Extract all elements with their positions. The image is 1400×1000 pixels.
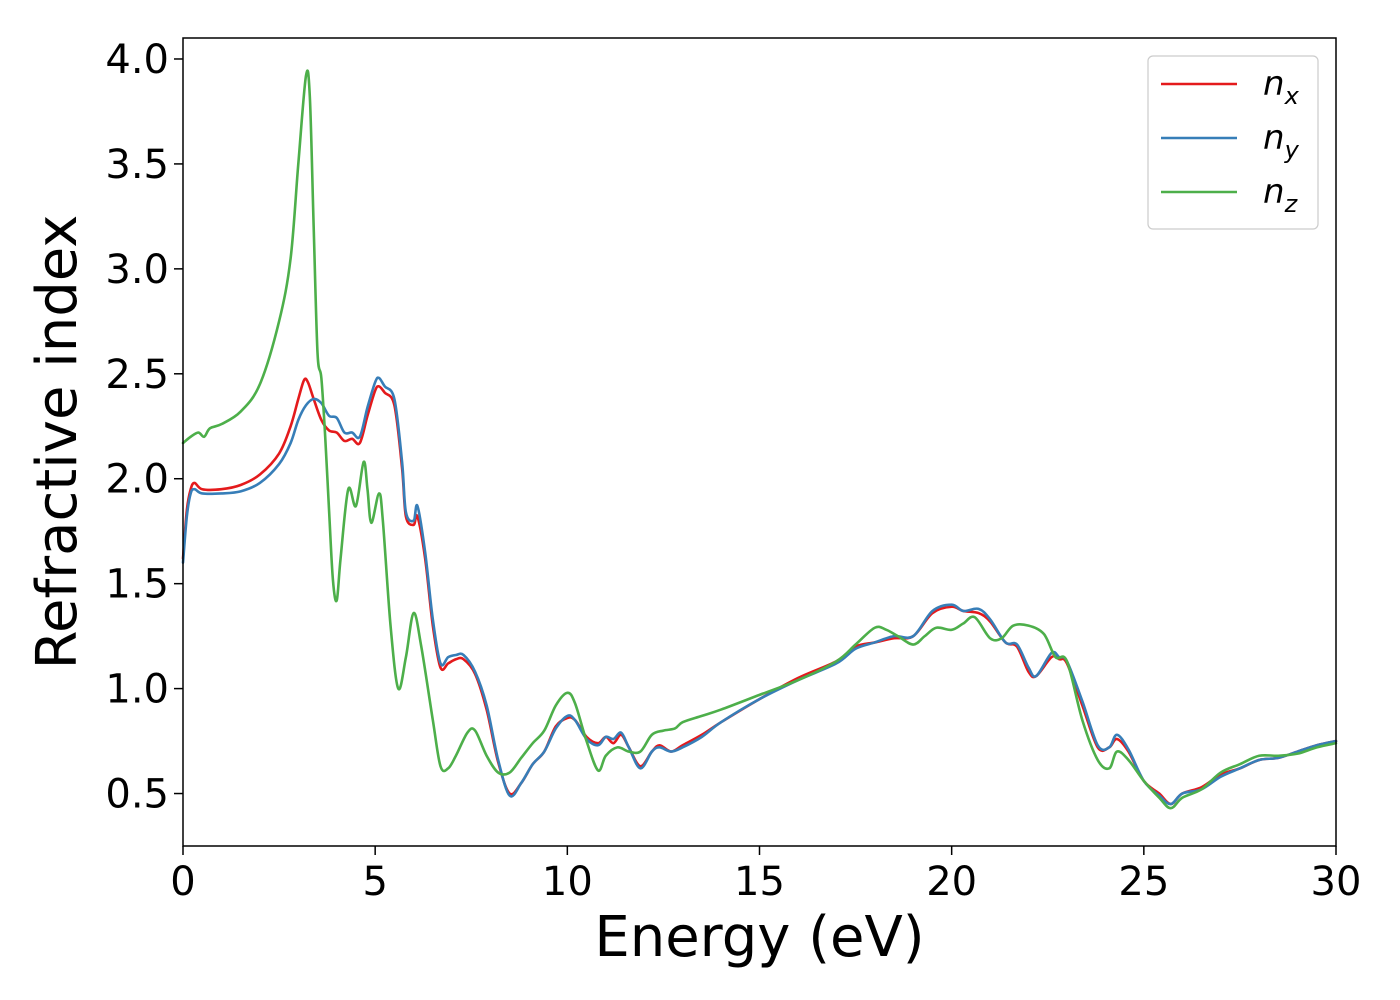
series-layer xyxy=(181,69,1338,810)
x-tick-label: 5 xyxy=(362,859,387,905)
y-tick-label: 1.0 xyxy=(105,667,169,713)
x-axis-ticks: 0 5 10 15 20 25 30 xyxy=(170,846,1361,905)
x-tick-label: 30 xyxy=(1311,859,1362,905)
x-tick-label: 0 xyxy=(170,859,195,905)
x-axis-label: Energy (eV) xyxy=(594,905,924,970)
y-tick-label: 3.0 xyxy=(105,247,169,293)
y-tick-label: 2.0 xyxy=(105,457,169,503)
y-axis-label: Refractive index xyxy=(25,215,90,670)
x-tick-label: 15 xyxy=(734,859,785,905)
legend-box xyxy=(1147,55,1319,230)
x-tick-label: 25 xyxy=(1118,859,1169,905)
series-line-n-z xyxy=(181,69,1338,810)
y-tick-label: 1.5 xyxy=(105,562,169,608)
x-tick-label: 20 xyxy=(926,859,977,905)
y-tick-label: 0.5 xyxy=(105,772,169,818)
y-axis-ticks: 0.5 1.0 1.5 2.0 2.5 3.0 3.5 4.0 xyxy=(105,37,183,818)
plot-background xyxy=(183,38,1336,846)
series-line-n-y xyxy=(181,376,1338,806)
y-tick-label: 3.5 xyxy=(105,142,169,188)
y-tick-label: 2.5 xyxy=(105,352,169,398)
legend-label-n-y: ny xyxy=(1263,118,1300,164)
y-tick-label: 4.0 xyxy=(105,37,169,83)
x-tick-label: 10 xyxy=(542,859,593,905)
